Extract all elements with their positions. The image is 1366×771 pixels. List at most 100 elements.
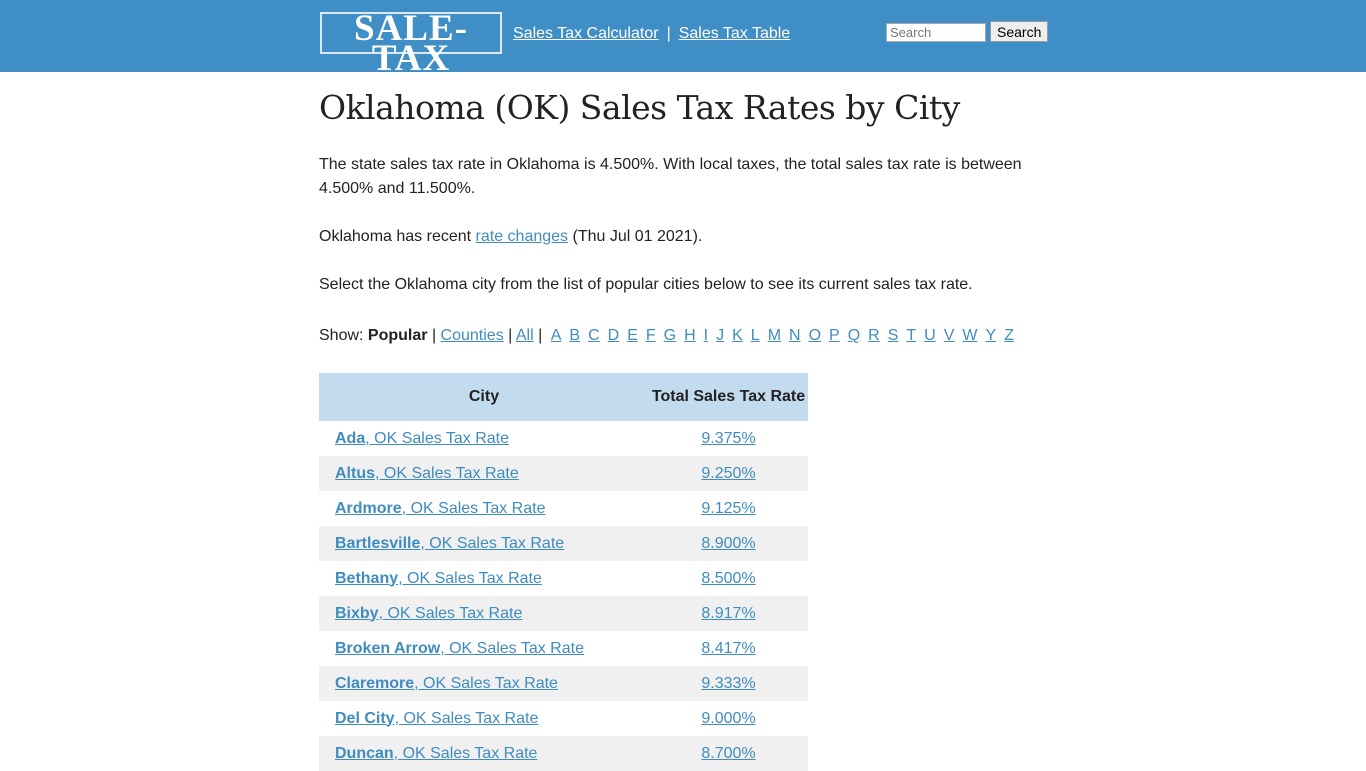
letter-link[interactable]: G xyxy=(663,327,677,344)
letter-link[interactable]: N xyxy=(789,327,801,344)
city-suffix[interactable]: , OK Sales Tax Rate xyxy=(398,569,542,587)
table-row: Bartlesville, OK Sales Tax Rate 8.900% xyxy=(319,526,808,561)
search-input[interactable] xyxy=(886,22,986,42)
city-suffix[interactable]: , OK Sales Tax Rate xyxy=(393,744,538,762)
city-suffix[interactable]: , OK Sales Tax Rate xyxy=(414,674,558,692)
city-suffix[interactable]: , OK Sales Tax Rate xyxy=(365,429,510,447)
city-suffix[interactable]: , OK Sales Tax Rate xyxy=(440,639,584,657)
letter-link[interactable]: S xyxy=(887,327,899,344)
show-current: Popular xyxy=(367,327,428,344)
letter-link[interactable]: B xyxy=(569,327,581,344)
rate-link[interactable]: 8.417% xyxy=(701,639,756,657)
letter-link[interactable]: A xyxy=(550,327,562,344)
show-label: Show: xyxy=(319,327,364,344)
rate-link[interactable]: 9.375% xyxy=(701,429,756,447)
letter-link[interactable]: H xyxy=(684,327,696,344)
changes: Oklahoma has recent rate changes (Thu Ju… xyxy=(319,225,1046,249)
city-suffix[interactable]: , OK Sales Tax Rate xyxy=(375,464,519,482)
letter-link[interactable]: Q xyxy=(847,327,861,344)
rate-cell: 9.000% xyxy=(649,701,808,736)
rate-link[interactable]: 9.000% xyxy=(701,709,756,727)
letter-link[interactable]: I xyxy=(703,327,709,344)
rate-link[interactable]: 8.900% xyxy=(701,534,756,552)
logo-text[interactable]: SALE-TAX xyxy=(354,8,468,79)
letter-link[interactable]: F xyxy=(645,327,656,344)
letter-link[interactable]: T xyxy=(906,327,917,344)
letter-link[interactable]: Z xyxy=(1004,327,1014,344)
letter-link[interactable]: P xyxy=(829,327,840,344)
show-link[interactable]: Counties xyxy=(440,327,504,344)
letter-link[interactable]: V xyxy=(943,327,955,344)
city-name[interactable]: Altus xyxy=(335,464,375,482)
search-button[interactable]: Search xyxy=(990,21,1049,42)
select: Select the Oklahoma city from the list o… xyxy=(319,276,973,293)
rate-link[interactable]: 9.125% xyxy=(701,499,756,517)
letter-link[interactable]: C xyxy=(588,327,600,344)
city-link[interactable]: Claremore, OK Sales Tax Rate xyxy=(335,675,558,692)
table-row: Altus, OK Sales Tax Rate 9.250% xyxy=(319,456,808,491)
city-link[interactable]: Ada, OK Sales Tax Rate xyxy=(335,430,509,447)
header-row: City Total Sales Tax Rate xyxy=(319,373,808,421)
table-row: Bethany, OK Sales Tax Rate 8.500% xyxy=(319,561,808,596)
letter-link[interactable]: O xyxy=(808,327,822,344)
city-cell: Broken Arrow, OK Sales Tax Rate xyxy=(319,631,649,666)
table-row: Del City, OK Sales Tax Rate 9.000% xyxy=(319,701,808,736)
letter-link[interactable]: K xyxy=(732,327,743,344)
city-cell: Ardmore, OK Sales Tax Rate xyxy=(319,491,649,526)
rate-cell: 8.900% xyxy=(649,526,808,561)
city-link[interactable]: Altus, OK Sales Tax Rate xyxy=(335,465,519,482)
city-cell: Altus, OK Sales Tax Rate xyxy=(319,456,649,491)
rate-link[interactable]: 9.333% xyxy=(701,674,756,692)
letter-link[interactable]: J xyxy=(716,327,725,344)
rate-cell: 8.917% xyxy=(649,596,808,631)
rates-table: City Total Sales Tax Rate Ada, OK Sales … xyxy=(319,373,808,771)
table-row: Broken Arrow, OK Sales Tax Rate 8.417% xyxy=(319,631,808,666)
city-name[interactable]: Ardmore xyxy=(335,499,402,517)
city-name[interactable]: Broken Arrow xyxy=(335,639,441,657)
city-suffix[interactable]: , OK Sales Tax Rate xyxy=(378,604,523,622)
city-link[interactable]: Bartlesville, OK Sales Tax Rate xyxy=(335,535,564,552)
city-name[interactable]: Bartlesville xyxy=(335,534,421,552)
rate-cell: 9.125% xyxy=(649,491,808,526)
city-link[interactable]: Broken Arrow, OK Sales Tax Rate xyxy=(335,640,584,657)
city-link[interactable]: Bixby, OK Sales Tax Rate xyxy=(335,605,522,622)
column-header: City xyxy=(319,373,649,421)
city-name[interactable]: Claremore xyxy=(335,674,415,692)
letter-link[interactable]: Y xyxy=(985,327,997,344)
letter-link[interactable]: W xyxy=(962,327,978,344)
table-row: Ada, OK Sales Tax Rate 9.375% xyxy=(319,421,808,456)
city-name[interactable]: Ada xyxy=(335,429,366,447)
city-link[interactable]: Del City, OK Sales Tax Rate xyxy=(335,710,538,727)
city-name[interactable]: Del City xyxy=(335,709,395,727)
logo[interactable]: SALE-TAX .COM xyxy=(320,10,502,87)
city-link[interactable]: Bethany, OK Sales Tax Rate xyxy=(335,570,542,587)
letter-link[interactable]: M xyxy=(767,327,782,344)
rate-link[interactable]: 8.917% xyxy=(701,604,756,622)
intro: The state sales tax rate in Oklahoma is … xyxy=(319,156,1022,197)
city-suffix[interactable]: , OK Sales Tax Rate xyxy=(420,534,565,552)
city-suffix[interactable]: , OK Sales Tax Rate xyxy=(401,499,546,517)
rate-link[interactable]: 8.700% xyxy=(701,744,756,762)
letter-link[interactable]: E xyxy=(627,327,638,344)
city-name[interactable]: Bixby xyxy=(335,604,379,622)
nav-link[interactable]: Sales Tax Calculator xyxy=(513,25,659,42)
rate-link[interactable]: 8.500% xyxy=(701,569,756,587)
city-name[interactable]: Bethany xyxy=(335,569,399,587)
city-link[interactable]: Ardmore, OK Sales Tax Rate xyxy=(335,500,545,517)
table-row: Bixby, OK Sales Tax Rate 8.917% xyxy=(319,596,808,631)
city-suffix[interactable]: , OK Sales Tax Rate xyxy=(394,709,539,727)
rate-link[interactable]: 9.250% xyxy=(701,464,756,482)
letter-link[interactable]: R xyxy=(868,327,880,344)
page-title: Oklahoma (OK) Sales Tax Rates by City xyxy=(319,88,960,127)
nav-link[interactable]: Sales Tax Table xyxy=(678,25,791,42)
city-name[interactable]: Duncan xyxy=(335,744,394,762)
logo-sub[interactable]: .COM xyxy=(427,72,465,87)
letter-link[interactable]: L xyxy=(750,327,760,344)
letter-link[interactable]: U xyxy=(924,327,936,344)
rate-changes-link[interactable]: rate changes xyxy=(475,228,569,245)
city-link[interactable]: Duncan, OK Sales Tax Rate xyxy=(335,745,537,762)
show-link[interactable]: All xyxy=(515,327,534,344)
letter-link[interactable]: D xyxy=(607,327,620,344)
city-cell: Bixby, OK Sales Tax Rate xyxy=(319,596,649,631)
